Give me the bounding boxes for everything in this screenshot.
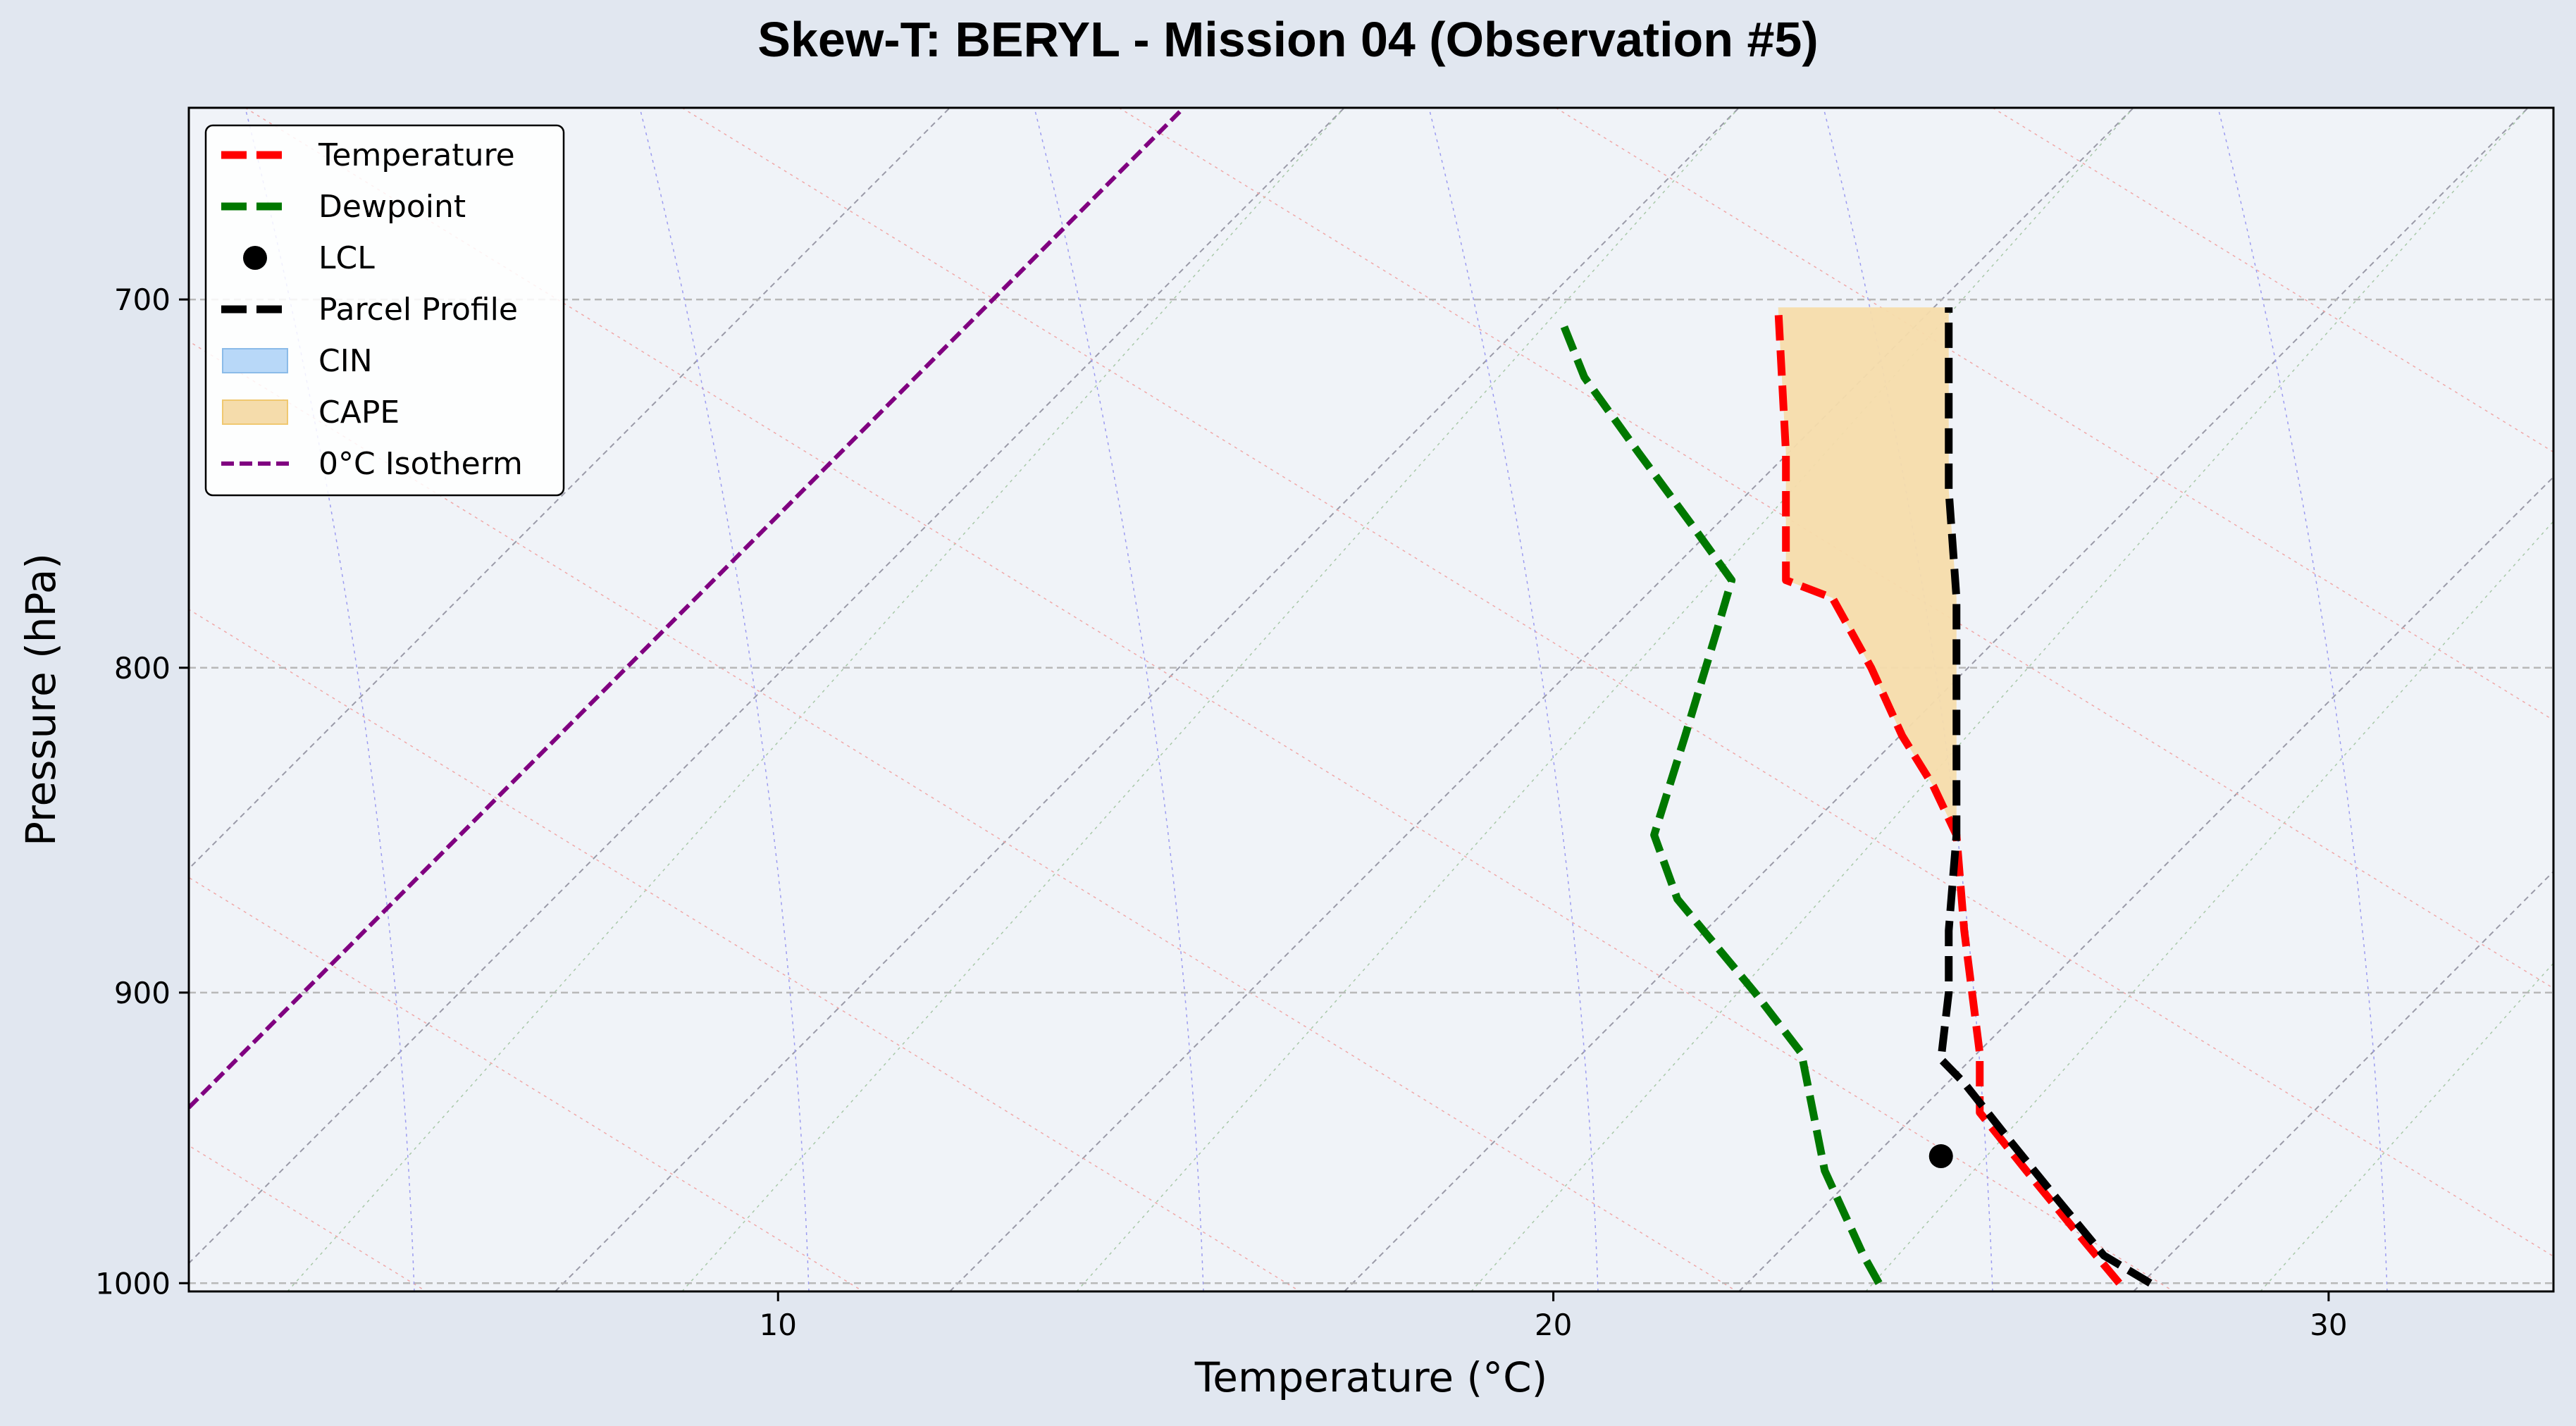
y-tick-label: 900 <box>114 976 171 1010</box>
temperature-line <box>1774 306 2123 1286</box>
isotherm-gridline <box>1738 476 2553 1291</box>
y-tick-label: 1000 <box>95 1266 171 1301</box>
dry-adiabat-gridline <box>1118 108 2553 989</box>
dry-adiabat-gridline <box>189 340 1738 1291</box>
dry-adiabat-gridline <box>681 108 2553 1258</box>
isotherm-gridline <box>555 108 1740 1291</box>
legend-label-cape: CAPE <box>318 395 400 430</box>
moist-adiabat-gridline <box>2217 108 2388 1291</box>
y-tick-label: 800 <box>114 651 171 686</box>
legend-label-temperature: Temperature <box>318 137 515 173</box>
cape-cin-fill <box>1778 307 1957 836</box>
plot-frame <box>187 106 2555 1293</box>
x-tick-label: 10 <box>760 1308 797 1342</box>
isotherm-gridline <box>189 108 1345 1265</box>
legend-label-cin: CIN <box>318 343 373 379</box>
isotherm-gridline <box>189 108 950 870</box>
dewpoint-line <box>1557 317 1883 1285</box>
legend-box <box>204 124 565 497</box>
x-tick-label: 30 <box>2310 1308 2347 1342</box>
moist-adiabat-gridline <box>1034 108 1204 1291</box>
y-tick-label: 700 <box>114 283 171 317</box>
parcel-profile-line <box>1937 307 2153 1286</box>
chart-title: Skew-T: BERYL - Mission 04 (Observation … <box>757 12 1818 67</box>
series-lines <box>1557 306 2153 1286</box>
dry-adiabat-gridline <box>244 108 2175 1291</box>
dry-adiabat-gridline <box>189 609 1301 1291</box>
y-axis-label: Pressure (hPa) <box>17 553 65 846</box>
x-tick-label: 20 <box>1535 1308 1572 1342</box>
legend-label-0-c-isotherm: 0°C Isotherm <box>318 446 523 482</box>
moist-adiabat-gridline <box>639 108 810 1291</box>
legend-swatch-cape <box>222 399 288 425</box>
moist-adiabat-gridline <box>1428 108 1599 1291</box>
zero-isotherm-line <box>189 108 1186 1110</box>
axis-ticks: 10 20 30 700 800 900 1000 <box>95 283 2348 1342</box>
plot-area <box>189 108 2553 1291</box>
isotherm-gridline <box>2133 870 2553 1291</box>
lcl-marker <box>1928 1144 1953 1169</box>
isotherm-gridline <box>1344 108 2529 1291</box>
isotherm-gridline <box>949 108 2134 1291</box>
x-axis-label: Temperature (°C) <box>1194 1353 1548 1401</box>
cape-area <box>1778 307 1957 836</box>
legend-swatch-lcl <box>243 246 267 270</box>
legend-label-dewpoint: Dewpoint <box>318 189 466 225</box>
legend-label-parcel-profile: Parcel Profile <box>318 292 518 328</box>
legend: Temperature Dewpoint LCL Parcel Profile CIN C… <box>204 124 565 497</box>
legend-label-lcl: LCL <box>318 240 375 276</box>
legend-swatch-cin <box>222 348 288 373</box>
